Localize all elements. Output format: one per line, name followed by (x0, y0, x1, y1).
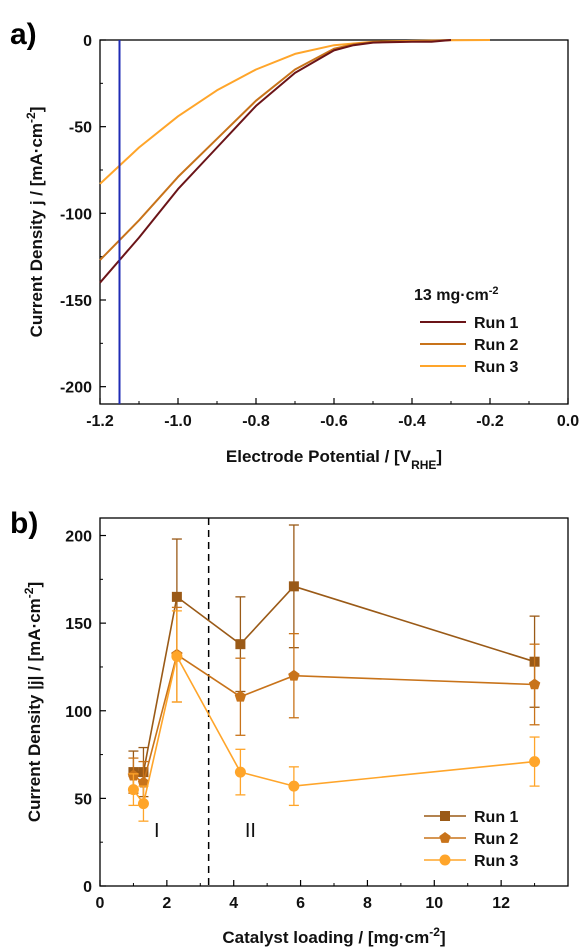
panel-a-ticks: -1.2 -1.0 -0.8 -0.6 -0.4 -0.2 0.0 0 -50 -100 -150 -… (60, 33, 579, 430)
panel-a-label: a) (10, 18, 37, 51)
series-run-1 (128, 524, 540, 798)
y-tick-label: -50 (69, 120, 92, 137)
x-tick-label: 6 (296, 895, 305, 912)
y-tick-label: -200 (60, 380, 92, 397)
data-point-pentagon (234, 690, 247, 702)
data-point-square (171, 591, 182, 602)
data-point-circle (234, 766, 246, 778)
legend-label: Run 1 (474, 809, 519, 826)
y-tick-label: 50 (74, 791, 92, 808)
panel-b-legend: Run 1 Run 2 Run 3 (424, 809, 519, 870)
x-tick-label: -0.8 (242, 413, 270, 430)
legend-marker-square (440, 811, 450, 821)
y-tick-label: -150 (60, 293, 92, 310)
x-tick-label: 12 (492, 895, 510, 912)
data-point-circle (288, 780, 300, 792)
x-tick-label: 10 (425, 895, 443, 912)
legend-label: Run 2 (474, 831, 519, 848)
data-point-circle (171, 650, 183, 662)
data-point-circle (529, 756, 541, 768)
region-label: II (245, 820, 256, 842)
panel-a-legend-title: 13 mg·cm-2 (414, 285, 498, 304)
legend-marker-pentagon (439, 832, 451, 843)
data-point-pentagon (528, 678, 541, 690)
y-tick-label: 0 (83, 33, 92, 50)
series-line-run-1 (133, 585, 535, 773)
legend-label: Run 2 (474, 337, 519, 354)
legend-label: Run 3 (474, 853, 519, 870)
panel-a-y-axis-label: Current Density j / [mA·cm-2] (24, 107, 46, 338)
data-point-pentagon (137, 776, 150, 788)
data-point-pentagon (288, 669, 300, 681)
x-tick-label: 2 (162, 895, 171, 912)
y-tick-label: 200 (65, 529, 92, 546)
x-tick-label: -0.4 (398, 413, 426, 430)
panel-a-legend: 13 mg·cm-2 Run 1 Run 2 Run 3 (414, 285, 519, 376)
legend-label: Run 1 (474, 315, 519, 332)
panel-b-ticks: 0 2 4 6 8 10 12 0 50 100 150 200 (65, 529, 536, 912)
panel-b-label: b) (10, 507, 38, 540)
series-line-run-2 (99, 39, 452, 261)
legend-label: Run 3 (474, 359, 519, 376)
y-tick-label: -100 (60, 206, 92, 223)
y-tick-label: 100 (65, 704, 92, 721)
y-tick-label: 150 (65, 616, 92, 633)
panel-a: a) -1.2 -1.0 -0.8 -0.6 -0.4 -0.2 0.00-50-100-1… (10, 18, 579, 472)
x-tick-label: -0.2 (476, 413, 504, 430)
x-tick-label: -1.2 (86, 413, 114, 430)
panel-a-plot-area (99, 39, 491, 404)
series-line-run-2 (132, 653, 535, 784)
x-tick-label: 8 (363, 895, 372, 912)
data-point-square (235, 639, 246, 650)
series-run-2 (127, 606, 541, 805)
x-tick-label: -0.6 (320, 413, 348, 430)
data-point-square (288, 581, 299, 592)
series-line-run-1 (99, 39, 452, 284)
series-run-3 (127, 610, 541, 822)
y-tick-label: 0 (83, 879, 92, 896)
panel-a-x-axis-label: Electrode Potential / [VRHE] (226, 447, 442, 472)
legend-marker-circle (439, 854, 451, 866)
series-line-run-3 (99, 39, 491, 185)
x-tick-label: 4 (229, 895, 238, 912)
x-tick-label: -1.0 (164, 413, 192, 430)
x-tick-label: 0.0 (557, 413, 579, 430)
data-point-circle (127, 784, 139, 796)
data-point-circle (137, 798, 149, 810)
region-label: I (154, 820, 160, 842)
x-tick-label: 0 (96, 895, 105, 912)
series-line-run-3 (132, 654, 535, 806)
panel-b-x-axis-label: Catalyst loading / [mg·cm-2] (222, 925, 445, 947)
panel-b-y-axis-label: Current Density |j| / [mA·cm-2] (22, 582, 44, 822)
panel-b-plot-area: I II (127, 518, 541, 886)
